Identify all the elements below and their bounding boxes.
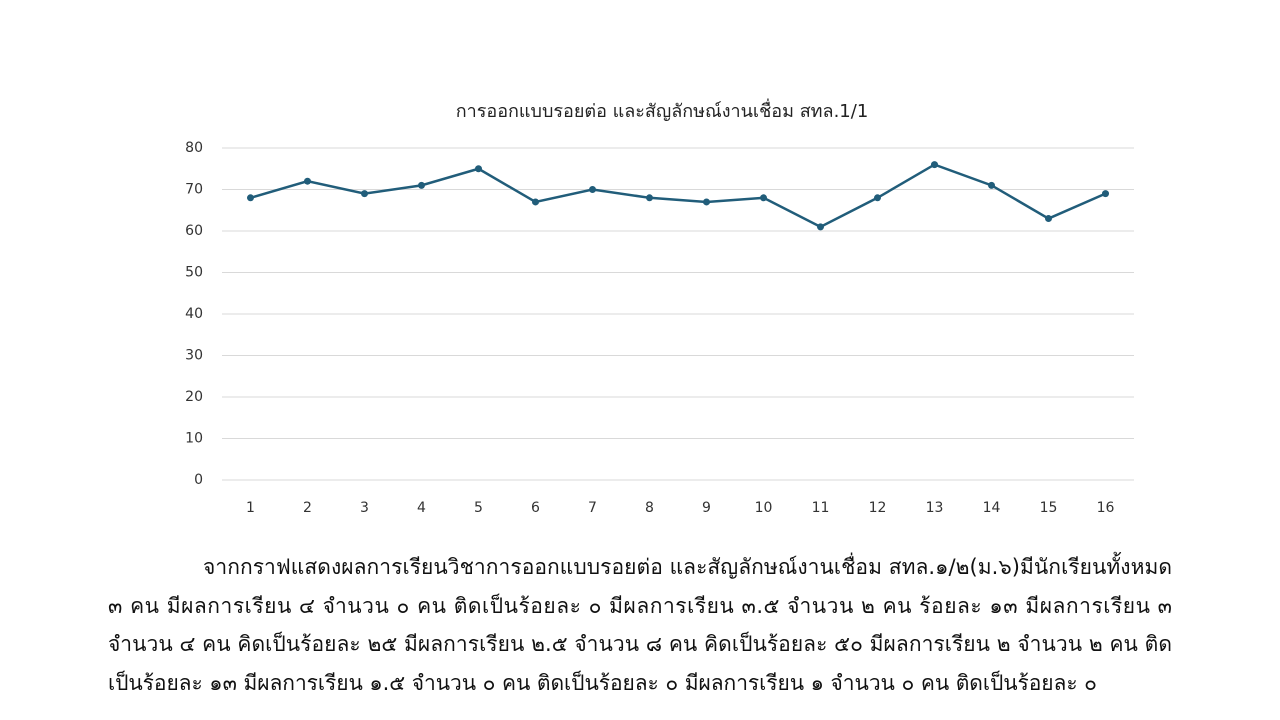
x-tick-label: 16 [1097, 500, 1115, 516]
paragraph-line: จากกราฟแสดงผลการเรียนวิชาการออกแบบรอยต่อ… [203, 552, 1172, 579]
line-series [250, 163, 1107, 229]
data-point [1045, 215, 1052, 223]
data-point [988, 181, 995, 189]
x-tick-label: 11 [812, 500, 830, 516]
data-point [247, 194, 254, 202]
data-point [589, 186, 596, 193]
x-tick-label: 6 [531, 500, 540, 516]
data-point [532, 198, 539, 206]
y-tick-label: 20 [185, 389, 203, 405]
data-point [1102, 190, 1109, 198]
x-tick-label: 2 [303, 500, 312, 516]
y-tick-label: 60 [185, 223, 203, 239]
data-point [760, 194, 767, 202]
data-point [304, 177, 311, 185]
x-tick-label: 12 [869, 500, 887, 516]
x-tick-label: 5 [474, 500, 483, 516]
y-tick-label: 10 [185, 431, 203, 447]
data-point [817, 223, 824, 231]
x-tick-label: 10 [755, 500, 773, 516]
x-tick-label: 8 [645, 500, 654, 516]
x-tick-label: 4 [417, 500, 426, 516]
x-tick-label: 1 [246, 500, 255, 516]
y-tick-label: 0 [194, 472, 203, 488]
x-tick-label: 15 [1040, 500, 1058, 516]
x-tick-label: 9 [702, 500, 711, 516]
data-point [418, 181, 425, 189]
data-point [475, 165, 482, 173]
data-point [874, 194, 881, 202]
y-tick-label: 80 [185, 140, 203, 156]
x-tick-label: 3 [360, 500, 369, 516]
data-point [931, 161, 938, 169]
data-point [646, 194, 653, 202]
y-tick-label: 70 [185, 182, 203, 198]
y-tick-label: 50 [185, 265, 203, 281]
chart-title: การออกแบบรอยต่อ และสัญลักษณ์งานเชื่อม สท… [456, 98, 869, 122]
x-tick-label: 14 [983, 500, 1001, 516]
paragraph-line: ๓ คน มีผลการเรียน ๔ จำนวน ๐ คน ติดเป็นร้… [108, 592, 1172, 618]
paragraph-line: เป็นร้อยละ ๑๓ มีผลการเรียน ๑.๕ จำนวน ๐ ค… [108, 669, 1097, 695]
x-tick-label: 13 [926, 500, 944, 516]
data-point [361, 190, 368, 198]
paragraph-line: จำนวน ๔ คน คิดเป็นร้อยละ ๒๕ มีผลการเรียน… [108, 630, 1172, 656]
y-tick-label: 40 [185, 306, 203, 322]
x-tick-label: 7 [588, 500, 597, 516]
y-tick-label: 30 [185, 348, 203, 364]
data-point [703, 198, 710, 206]
